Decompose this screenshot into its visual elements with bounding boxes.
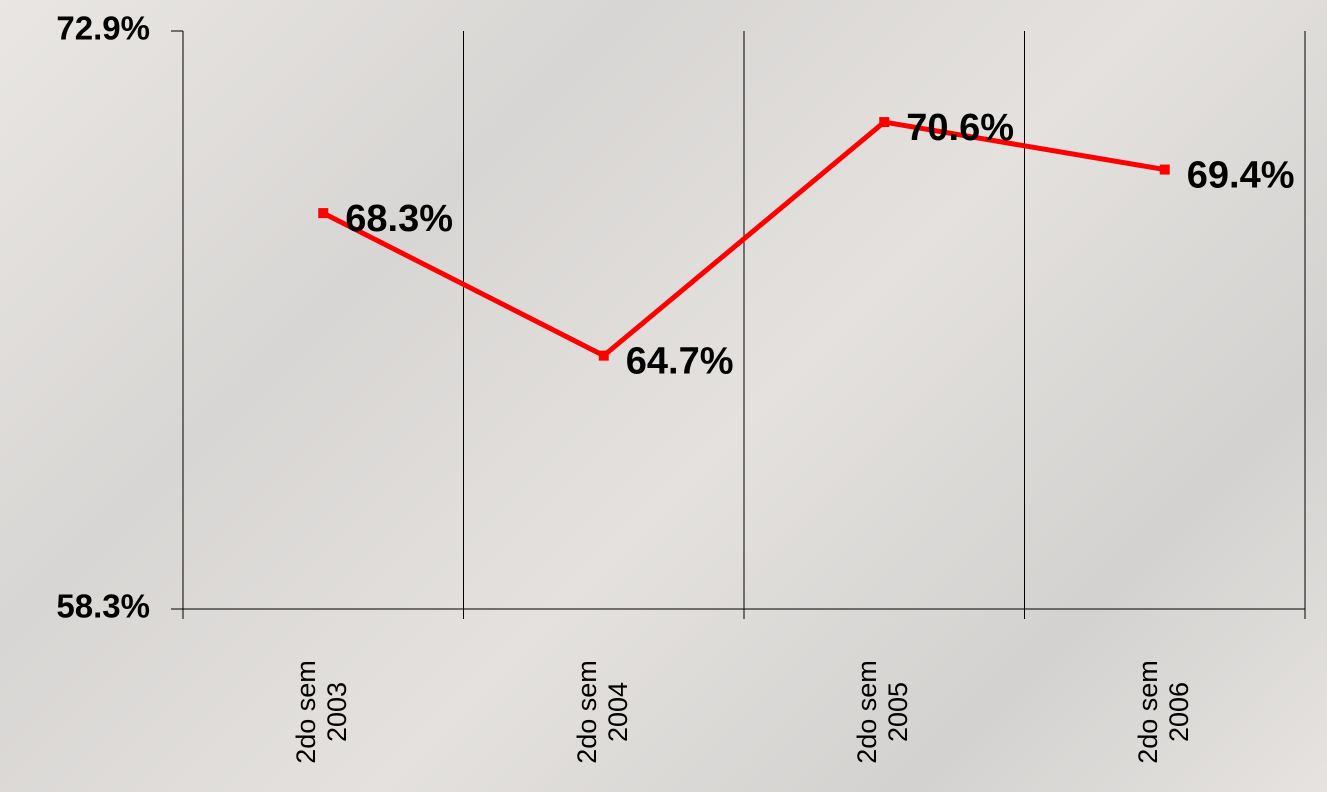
data-label: 69.4%	[1187, 155, 1295, 197]
x-tick-label: 2do sem 2006	[1133, 652, 1197, 772]
y-tick-label: 72.9%	[56, 10, 150, 47]
y-tick-label: 58.3%	[56, 588, 150, 625]
chart-page: 58.3% 72.9% 68.3% 64.7% 70.6% 69.4% 2do sem 2…	[0, 0, 1327, 792]
marker	[879, 117, 889, 127]
chart: 58.3% 72.9% 68.3% 64.7% 70.6% 69.4%	[0, 0, 1327, 792]
x-tick-label: 2do sem 2003	[291, 652, 355, 772]
x-tick-label: 2do sem 2005	[852, 652, 916, 772]
data-label: 64.7%	[626, 341, 734, 383]
data-label: 68.3%	[345, 198, 453, 240]
x-tick-label: 2do sem 2004	[572, 652, 636, 772]
marker	[1160, 165, 1170, 175]
data-label: 70.6%	[906, 107, 1014, 149]
marker	[318, 208, 328, 218]
marker	[599, 351, 609, 361]
